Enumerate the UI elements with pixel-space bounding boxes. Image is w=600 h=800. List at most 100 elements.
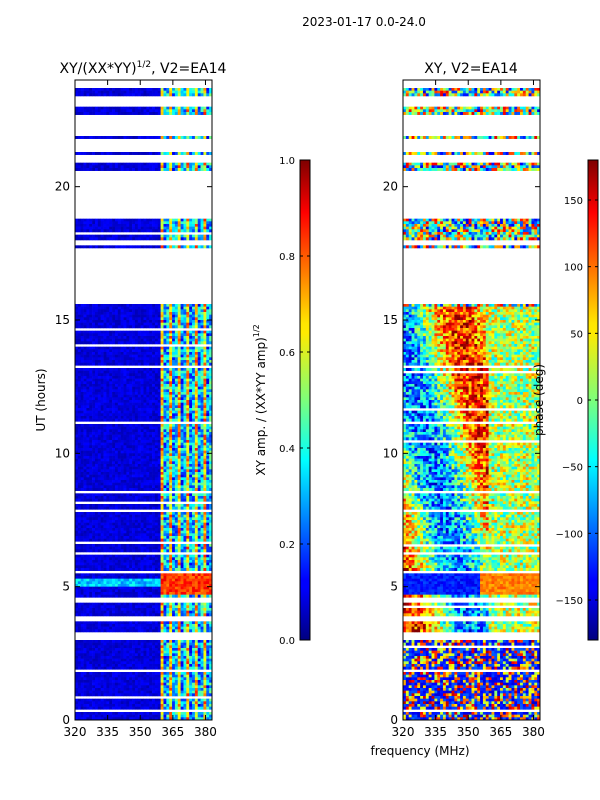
heatmap-cell [129, 226, 133, 230]
heatmap-cell [192, 330, 196, 334]
heatmap-cell [166, 405, 170, 409]
heatmap-cell [149, 226, 153, 230]
heatmap-cell [112, 357, 116, 361]
heatmap-cell [103, 88, 107, 91]
heatmap-cell [166, 533, 170, 537]
heatmap-cell [132, 226, 136, 230]
heatmap-cell [134, 136, 139, 139]
heatmap-cell [134, 384, 139, 387]
heatmap-cell [97, 530, 101, 534]
heatmap-cell [154, 520, 159, 523]
heatmap-cell [160, 426, 164, 430]
heatmap-cell [149, 360, 153, 363]
heatmap-cell [174, 458, 179, 462]
heatmap-cell [97, 437, 101, 441]
heatmap-cell [86, 434, 90, 438]
heatmap-cell [152, 314, 156, 318]
heatmap-cell [129, 445, 133, 449]
heatmap-cell [109, 376, 113, 379]
heatmap-cell [192, 226, 196, 230]
heatmap-cell [180, 109, 184, 113]
heatmap-cell [152, 322, 156, 326]
heatmap-cell [192, 456, 196, 459]
heatmap-cell [143, 546, 147, 550]
heatmap-cell [123, 224, 127, 227]
heatmap-cell [77, 442, 81, 446]
heatmap-cell [166, 370, 170, 374]
heatmap-cell [149, 384, 153, 387]
heatmap-cell [77, 106, 81, 110]
heatmap-cell [75, 554, 79, 558]
heatmap-cell [146, 474, 150, 478]
heatmap-cell [206, 477, 210, 481]
heatmap-cell [137, 357, 141, 361]
heatmap-cell [126, 394, 130, 398]
heatmap-cell [169, 325, 173, 329]
heatmap-cell [157, 472, 161, 475]
heatmap-cell [112, 437, 116, 441]
heatmap-cell [92, 320, 96, 323]
heatmap-cell [117, 360, 121, 363]
heatmap-cell [134, 341, 139, 345]
heatmap-cell [177, 152, 181, 155]
heatmap-cell [117, 322, 121, 326]
heatmap-cell [75, 304, 79, 307]
heatmap-cell [123, 309, 127, 313]
heatmap-cell [209, 413, 212, 417]
heatmap-cell [92, 474, 96, 478]
heatmap-cell [174, 234, 179, 238]
heatmap-cell [109, 165, 113, 169]
heatmap-cell [106, 162, 110, 166]
heatmap-cell [97, 392, 101, 395]
heatmap-cell [154, 408, 159, 411]
heatmap-cell [126, 525, 130, 529]
heatmap-cell [209, 336, 212, 339]
heatmap-cell [75, 418, 79, 422]
heatmap-cell [137, 544, 141, 547]
heatmap-cell [86, 493, 90, 497]
heatmap-cell [189, 162, 193, 166]
heatmap-cell [123, 333, 127, 337]
heatmap-cell [100, 437, 104, 441]
heatmap-cell [152, 429, 156, 433]
heatmap-cell [200, 338, 204, 342]
heatmap-cell [92, 245, 96, 249]
heatmap-cell [94, 373, 99, 377]
heatmap-cell [154, 304, 159, 307]
heatmap-cell [189, 408, 193, 411]
heatmap-cell [149, 402, 153, 406]
heatmap-cell [140, 402, 144, 406]
heatmap-cell [174, 226, 179, 230]
heatmap-cell [140, 520, 144, 523]
heatmap-cell [169, 538, 173, 542]
heatmap-cell [106, 434, 110, 438]
heatmap-cell [194, 445, 199, 449]
heatmap-cell [126, 538, 130, 542]
heatmap-cell [137, 333, 141, 337]
heatmap-cell [160, 450, 164, 454]
heatmap-cell [94, 477, 99, 481]
heatmap-cell [83, 360, 87, 363]
heatmap-cell [137, 450, 141, 454]
heatmap-cell [174, 221, 179, 225]
heatmap-cell [75, 426, 79, 430]
heatmap-cell [180, 341, 184, 345]
heatmap-cell [203, 165, 207, 169]
heatmap-cell [77, 400, 81, 403]
heatmap-cell [77, 152, 81, 155]
heatmap-cell [140, 488, 144, 491]
heatmap-cell [197, 469, 201, 473]
heatmap-cell [75, 349, 79, 353]
heatmap-cell [200, 394, 204, 398]
heatmap-cell [174, 162, 179, 166]
heatmap-cell [83, 309, 87, 313]
heatmap-cell [97, 480, 101, 483]
heatmap-cell [192, 405, 196, 409]
heatmap-cell [94, 333, 99, 337]
heatmap-cell [180, 245, 184, 249]
heatmap-cell [154, 488, 159, 491]
heatmap-cell [200, 488, 204, 491]
heatmap-cell [146, 525, 150, 529]
heatmap-cell [132, 458, 136, 462]
heatmap-cell [137, 408, 141, 411]
